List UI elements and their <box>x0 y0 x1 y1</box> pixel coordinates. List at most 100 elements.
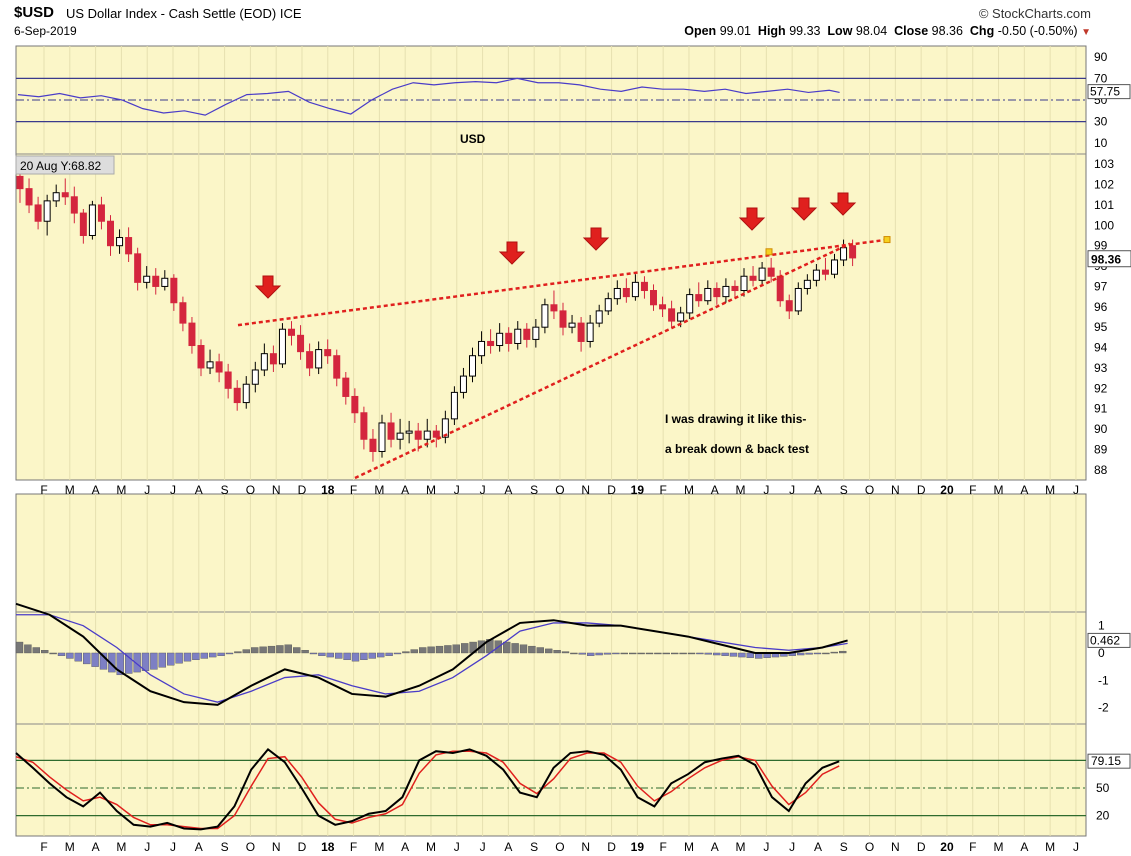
macd-tick-label: 0 <box>1098 646 1105 660</box>
macd-histogram-bar <box>284 644 292 654</box>
macd-histogram-bar <box>360 652 368 661</box>
macd-histogram-bar <box>553 650 561 654</box>
x-tick-label-bottom: A <box>1020 840 1028 854</box>
price-candle-body <box>134 253 142 283</box>
macd-histogram-bar <box>267 645 276 654</box>
x-tick-label-bottom: N <box>272 840 281 854</box>
x-tick-label-bottom: A <box>814 840 822 854</box>
price-tick-label: 89 <box>1094 442 1108 456</box>
x-tick-label-top: M <box>65 483 75 497</box>
x-tick-label-bottom: M <box>994 840 1004 854</box>
symbol-label: $USD <box>14 4 55 21</box>
price-tick-label: 92 <box>1094 381 1108 395</box>
macd-histogram-bar <box>335 652 343 659</box>
price-candle-body <box>79 212 87 236</box>
x-tick-label-bottom: O <box>865 840 874 854</box>
hover-label-box <box>15 155 115 175</box>
price-candle-body <box>170 277 178 304</box>
price-candle-body <box>97 204 105 222</box>
macd-histogram-bar <box>612 652 620 655</box>
macd-histogram-bar <box>318 652 326 656</box>
price-candle-body <box>631 281 639 298</box>
stoch-last-value: 79.15 <box>1091 754 1121 768</box>
macd-histogram-bar <box>511 643 519 654</box>
chart-date: 6-Sep-2019 <box>14 24 77 38</box>
x-tick-label-bottom: J <box>1073 840 1079 854</box>
x-tick-label-bottom: J <box>789 840 795 854</box>
macd-histogram-bar <box>519 644 528 654</box>
price-candle-body <box>88 204 96 236</box>
rsi-line <box>17 77 840 116</box>
price-candle-body <box>333 355 341 379</box>
price-candle-body <box>469 355 476 377</box>
price-candle-body <box>640 281 648 292</box>
x-tick-label-top: A <box>1020 483 1028 497</box>
price-tick-label: 93 <box>1094 361 1108 375</box>
high-value: 99.33 <box>789 24 821 38</box>
price-candle-body <box>731 285 739 292</box>
macd-histogram-bar <box>746 652 754 658</box>
macd-signal-line <box>16 614 848 703</box>
macd-histogram-bar <box>242 649 251 654</box>
price-candle-body <box>686 294 694 314</box>
price-candle-body <box>188 322 196 347</box>
rsi-tick-label: 90 <box>1094 50 1108 64</box>
macd-histogram-bar <box>208 652 217 658</box>
ohlc-readout: Open 99.01 High 99.33 Low 98.04 Close 98… <box>684 24 1091 38</box>
macd-histogram-bar <box>721 652 729 656</box>
price-candle-body <box>161 277 169 287</box>
macd-histogram-bar <box>116 652 125 676</box>
macd-histogram-bar <box>713 652 721 656</box>
x-tick-label-top: S <box>530 483 538 497</box>
x-tick-label-bottom: F <box>40 840 47 854</box>
x-tick-label-bottom: D <box>607 840 616 854</box>
macd-histogram-bar <box>444 645 452 654</box>
open-label: Open <box>684 24 717 38</box>
macd-histogram-bar <box>385 652 393 656</box>
macd-histogram-bar <box>503 641 511 654</box>
x-tick-label-bottom: M <box>374 840 384 854</box>
price-candle-body <box>315 349 323 369</box>
price-candle-body <box>432 430 440 438</box>
macd-histogram-bar <box>687 652 696 655</box>
price-candle-body <box>831 259 838 275</box>
macd-histogram-bar <box>654 652 662 655</box>
x-tick-label-bottom: O <box>555 840 564 854</box>
price-candle-body <box>776 275 784 302</box>
x-tick-label-top: J <box>1073 483 1079 497</box>
macd-histogram-bar <box>805 652 813 655</box>
close-value: 98.36 <box>931 24 963 38</box>
x-tick-label-top: 18 <box>321 483 335 497</box>
x-tick-label-bottom: M <box>116 840 126 854</box>
x-tick-label-bottom: A <box>401 840 409 854</box>
price-candle-body <box>441 418 449 438</box>
rsi-tick-label: 10 <box>1094 136 1108 150</box>
x-tick-label-bottom: S <box>840 840 848 854</box>
rsi-last-value: 57.75 <box>1090 85 1120 99</box>
x-tick-label-top: J <box>144 483 150 497</box>
macd-histogram-bar <box>82 652 91 665</box>
macd-histogram-bar <box>351 652 360 662</box>
x-tick-label-bottom: J <box>170 840 176 854</box>
price-tick-label: 102 <box>1094 178 1114 192</box>
x-tick-label-bottom: J <box>480 840 486 854</box>
price-candle-body <box>260 353 268 371</box>
price-tick-label: 88 <box>1094 463 1108 477</box>
price-candle-body <box>550 304 558 312</box>
x-tick-label-top: M <box>116 483 126 497</box>
price-candle-body <box>450 391 458 420</box>
symbol-name: US Dollar Index - Cash Settle (EOD) ICE <box>66 6 302 21</box>
price-candle-body <box>849 245 857 259</box>
down-arrow-icon <box>254 275 282 299</box>
x-tick-label-top: N <box>891 483 900 497</box>
trendline-handle <box>883 236 891 244</box>
price-candle-body <box>116 237 124 247</box>
macd-histogram-bar <box>452 644 460 654</box>
price-candle-body <box>179 302 187 324</box>
indicator-panel-background <box>15 493 1087 837</box>
x-tick-label-bottom: S <box>530 840 538 854</box>
macd-histogram-bar <box>377 652 385 658</box>
macd-histogram-bar <box>343 652 351 661</box>
macd-histogram-bar <box>200 652 209 659</box>
x-tick-label-top: J <box>789 483 795 497</box>
